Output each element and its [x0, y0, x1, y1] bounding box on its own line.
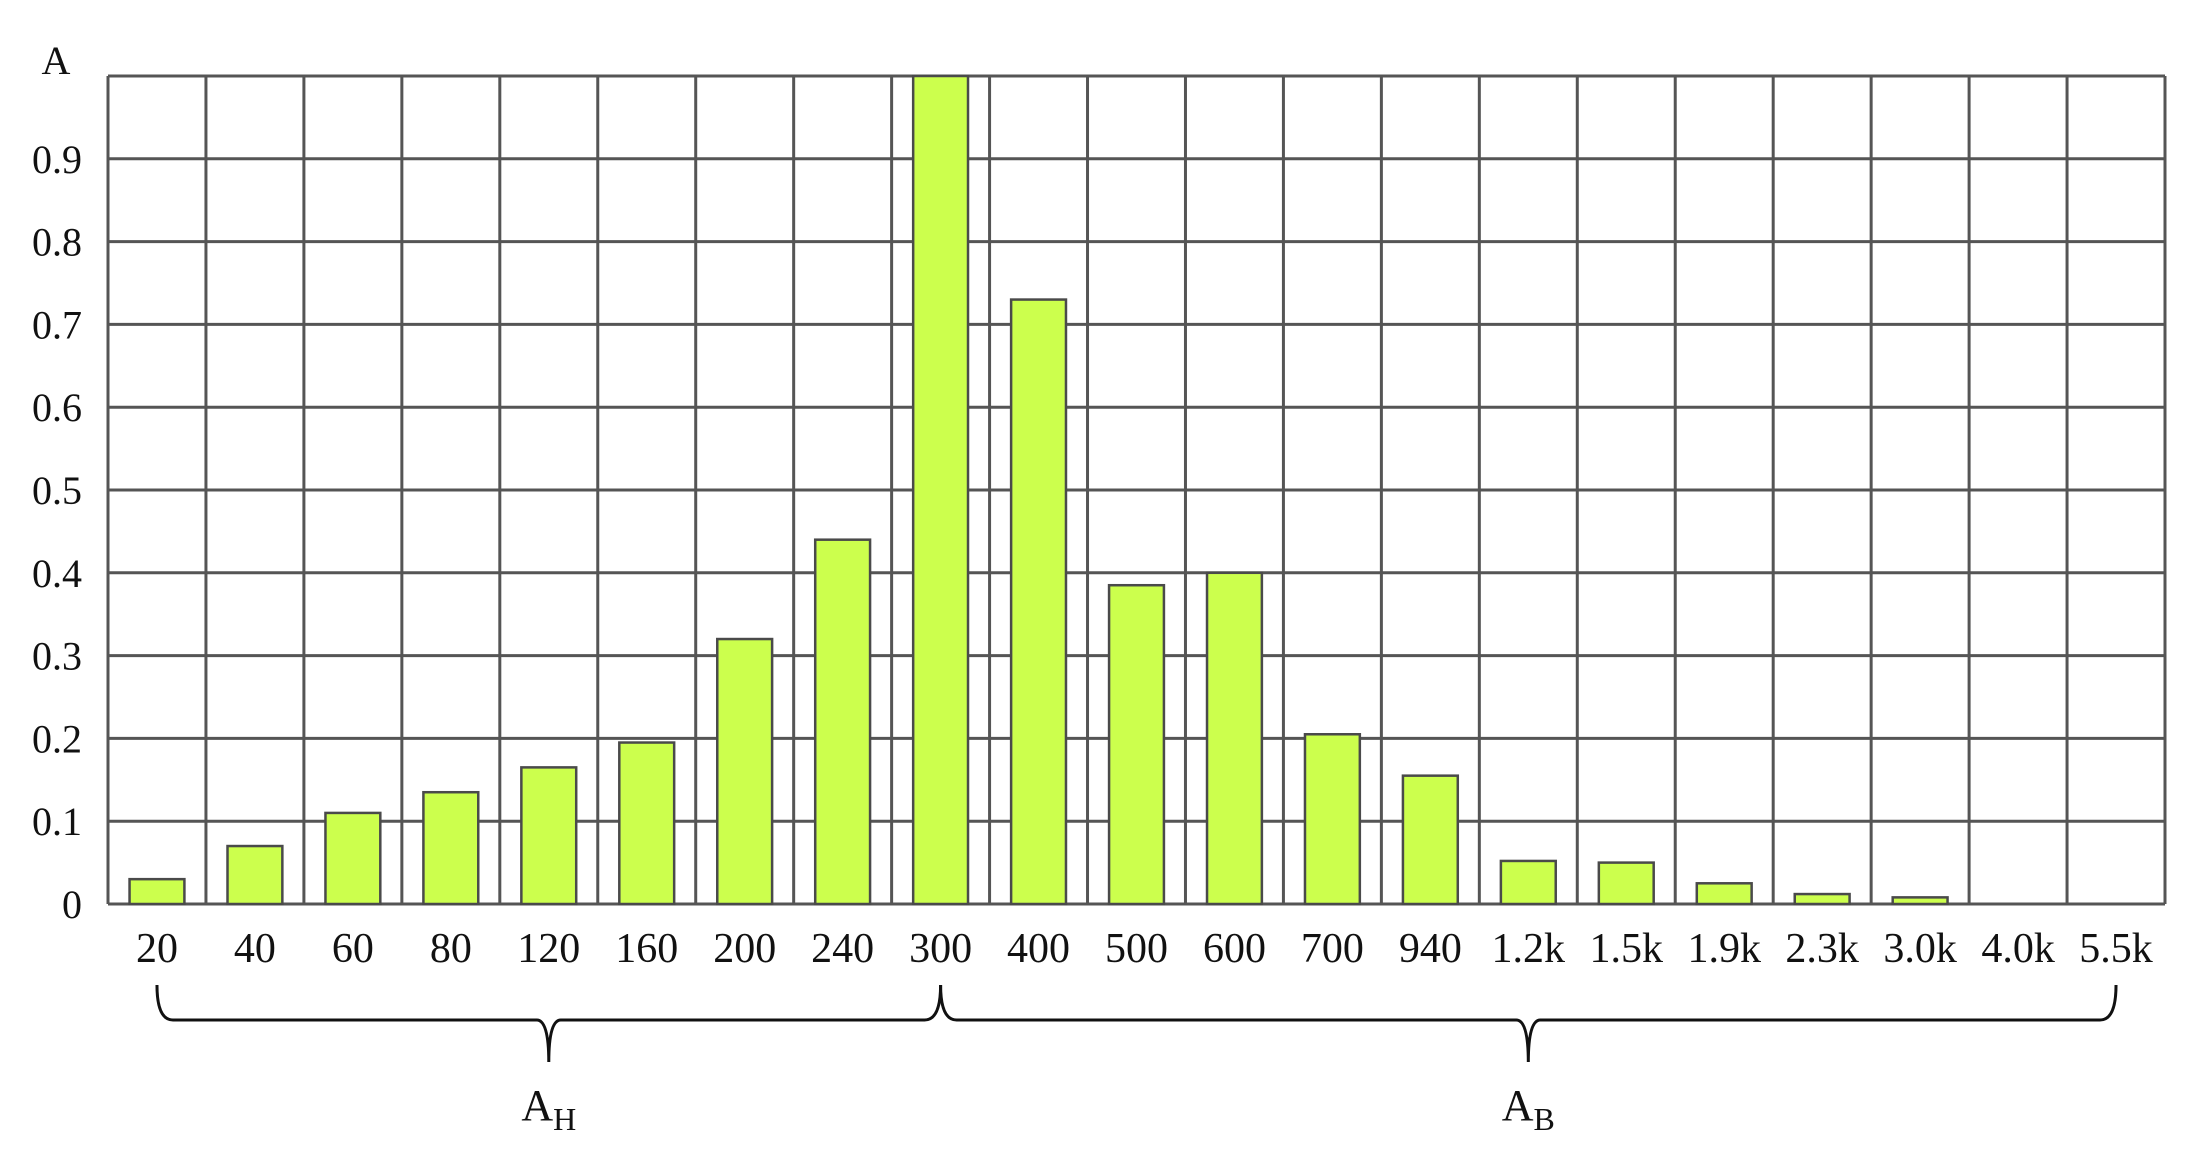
bar-240: [813, 538, 872, 906]
bar-1.2k: [1499, 859, 1557, 906]
x-tick-label: 500: [1105, 926, 1168, 972]
x-tick-label: 1.5k: [1590, 926, 1664, 972]
group-brace: [155, 984, 943, 1063]
bar-940: [1401, 774, 1460, 906]
y-tick-label: 0.5: [32, 468, 82, 513]
bar-120: [520, 766, 578, 906]
group-label-sub: H: [553, 1101, 576, 1137]
y-tick-label: 0.2: [32, 716, 82, 761]
bar-1.5k: [1597, 861, 1655, 906]
bar-80: [422, 790, 480, 906]
x-tick-labels: 20 40 60 80 120 160 200 240 300 400 500 600 700 940 1.…: [136, 926, 2153, 972]
bar-2.3k: [1793, 892, 1851, 906]
x-tick-label: 160: [615, 926, 678, 972]
x-tick-label: 400: [1007, 926, 1070, 972]
bar-600: [1205, 571, 1264, 906]
x-tick-label: 1.2k: [1492, 926, 1566, 972]
bar-1.9k: [1695, 882, 1753, 906]
group-label: AB: [1502, 1081, 1555, 1137]
bar-40: [226, 844, 284, 906]
group-label: AH: [521, 1081, 576, 1137]
y-tick-label: 0.4: [32, 551, 82, 596]
bar-200: [716, 637, 774, 906]
y-axis-label: A: [42, 38, 71, 83]
x-tick-label: 80: [430, 926, 472, 972]
bar-3.0k: [1891, 896, 1949, 906]
x-tick-label: 3.0k: [1883, 926, 1957, 972]
group-label-sub: B: [1534, 1101, 1555, 1137]
bar-300: [911, 74, 970, 906]
x-tick-label: 700: [1301, 926, 1364, 972]
group-label-main: A: [1502, 1081, 1534, 1130]
x-tick-label: 60: [332, 926, 374, 972]
x-tick-label: 2.3k: [1785, 926, 1859, 972]
y-tick-label: 0.7: [32, 302, 82, 347]
y-tick-label: 0: [62, 882, 82, 927]
y-tick-label: 0.8: [32, 220, 82, 265]
x-tick-label: 4.0k: [1981, 926, 2055, 972]
y-tick-label: 0.6: [32, 385, 82, 430]
y-tick-label: 0.9: [32, 137, 82, 182]
x-tick-label: 240: [811, 926, 874, 972]
bar-500: [1107, 583, 1166, 906]
bar-400: [1009, 298, 1068, 906]
y-tick-label: 0.1: [32, 799, 82, 844]
group-label-main: A: [521, 1081, 553, 1130]
bar-160: [618, 741, 676, 906]
group-braces: AH AB: [155, 984, 2118, 1137]
x-tick-label: 300: [909, 926, 972, 972]
bar-700: [1303, 733, 1362, 906]
x-tick-label: 200: [713, 926, 776, 972]
bar-60: [324, 811, 382, 906]
x-tick-label: 40: [234, 926, 276, 972]
y-tick-label: 0.3: [32, 634, 82, 679]
y-tick-labels: 0 0.1 0.2 0.3 0.4 0.5 0.6 0.7 0.8 0.9: [32, 137, 82, 927]
x-tick-label: 600: [1203, 926, 1266, 972]
group-brace: [939, 984, 2118, 1063]
bar-20: [128, 877, 186, 906]
x-tick-label: 1.9k: [1687, 926, 1761, 972]
x-tick-label: 120: [517, 926, 580, 972]
x-tick-label: 5.5k: [2079, 926, 2153, 972]
x-tick-label: 20: [136, 926, 178, 972]
x-tick-label: 940: [1399, 926, 1462, 972]
bars: [128, 74, 1949, 906]
